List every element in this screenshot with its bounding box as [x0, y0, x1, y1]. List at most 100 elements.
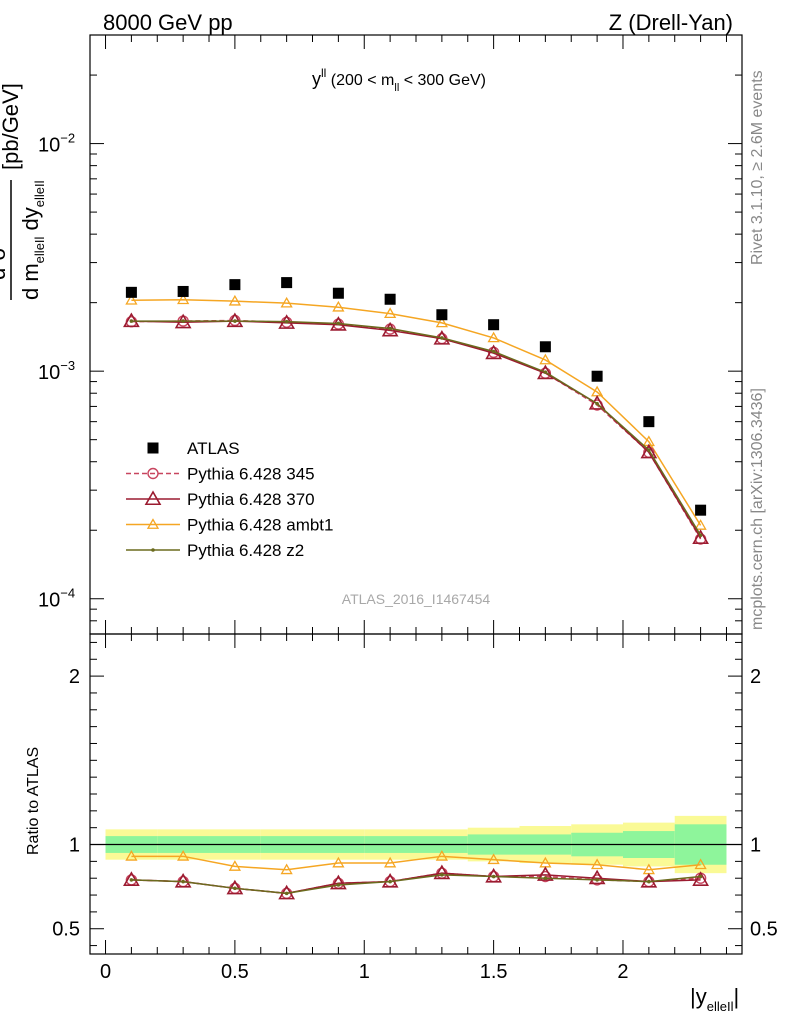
- legend-item-pythia-370: Pythia 6.428 370: [126, 490, 315, 509]
- ratio-pythia-370-point: [174, 872, 192, 888]
- pythia-ambt1-point: [280, 296, 293, 308]
- y-tick-label: 10−4: [38, 586, 75, 612]
- atlas-point: [281, 277, 293, 289]
- series-pythia-z2: [129, 319, 703, 538]
- ratio-pythia-ambt1-point: [590, 858, 604, 870]
- ratio-pythia-370-point: [692, 871, 709, 886]
- atlas-point: [229, 279, 241, 291]
- pythia-z2-point: [233, 319, 237, 323]
- ratio-pythia-z2-point: [543, 876, 548, 881]
- ylabel-dy: dy: [18, 207, 43, 236]
- y-tick-label: 10−3: [38, 358, 75, 384]
- series-pythia-345: [125, 314, 707, 545]
- atlas-point: [125, 286, 137, 298]
- legend-marker: [147, 442, 159, 454]
- ratio-pythia-z2-point: [336, 883, 341, 887]
- atlas-point: [436, 309, 448, 321]
- ratio-pythia-z2-point: [595, 878, 599, 882]
- pythia-ambt1-point: [332, 300, 345, 312]
- pythia-ambt1-point: [177, 293, 190, 305]
- pythia-ambt1-point: [384, 307, 397, 319]
- ratio-axis-ticks: 0 0.5 1 1.5 2 0.5 0.5 1 1 2 2: [52, 634, 778, 983]
- ratio-pythia-ambt1-point: [435, 850, 448, 861]
- legend-marker: [146, 518, 160, 529]
- pythia-z2-point: [698, 533, 703, 538]
- series-atlas: [125, 277, 707, 516]
- ratio-uncertainty-bands: [90, 815, 742, 874]
- ratio-pythia-z2-point: [440, 873, 444, 877]
- y-tick-label-right: 2: [750, 666, 761, 688]
- x-tick-label: 1.5: [480, 961, 508, 983]
- ratio-pythia-z2-point: [698, 874, 703, 879]
- series-pythia-ambt1: [125, 293, 707, 530]
- ratio-series-pythia-370: [123, 864, 709, 900]
- ratio-pythia-ambt1-point: [280, 863, 293, 875]
- legend-label: ATLAS: [187, 439, 240, 458]
- pythia-ambt1-point: [539, 353, 552, 365]
- ratio-pythia-z2-point: [129, 878, 134, 882]
- ratio-pythia-z2-point: [233, 886, 237, 891]
- pythia-z2-point: [129, 319, 134, 323]
- main-ylabel: d melleIl dyelleIl d²σ [pb/GeV]: [0, 83, 47, 300]
- ratio-pythia-ambt1-point: [487, 853, 500, 865]
- ratio-pythia-370-point: [485, 867, 502, 883]
- ratio-pythia-370-point: [123, 871, 140, 886]
- x-tick-label: 0: [100, 961, 111, 983]
- ratio-pythia-345-line: [131, 872, 701, 895]
- pythia-370-point: [123, 312, 140, 328]
- atlas-point: [384, 293, 396, 305]
- y-tick-label: 0.5: [52, 919, 80, 941]
- pythia-ambt1-line: [131, 298, 702, 526]
- ylabel-denominator: d m: [18, 263, 43, 300]
- rivet-label: Rivet 3.1.10, ≥ 2.6M events: [749, 70, 766, 265]
- legend-label: Pythia 6.428 345: [187, 465, 315, 484]
- legend-label: Pythia 6.428 ambt1: [187, 516, 333, 535]
- pythia-z2-point: [595, 401, 599, 406]
- ratio-pythia-370-point: [536, 866, 554, 881]
- header-right: Z (Drell-Yan): [609, 10, 733, 35]
- y-tick-label: 10−2: [38, 131, 75, 157]
- y-tick-label-right: 1: [750, 835, 761, 857]
- pythia-z2-point: [491, 349, 496, 354]
- pythia-ambt1-point: [694, 519, 707, 530]
- pythia-ambt1-point: [228, 294, 242, 306]
- legend-item-pythia-345: Pythia 6.428 345: [126, 465, 315, 484]
- main-panel: 10−4 10−3 10−2 yll (200 < mll < 300 GeV) A…: [38, 34, 743, 635]
- analysis-watermark: ATLAS_2016_I1467454: [342, 591, 491, 607]
- xlabel: |yelleIl|: [690, 984, 739, 1014]
- pythia-z2-point: [284, 319, 289, 324]
- pythia-z2-line: [131, 320, 702, 536]
- ratio-pythia-z2-point: [284, 891, 289, 896]
- ratio-series-pythia-345: [125, 867, 707, 900]
- ratio-pythia-z2-point: [491, 874, 496, 879]
- mcplots-label: mcplots.cern.ch [arXiv:1306.3436]: [749, 388, 766, 630]
- pythia-ambt1-point: [435, 316, 448, 328]
- ratio-pythia-370-point: [330, 874, 347, 890]
- pythia-z2-point: [440, 336, 444, 340]
- ratio-pythia-ambt1-point: [332, 856, 345, 868]
- pythia-370-point: [226, 312, 244, 328]
- pythia-z2-point: [336, 321, 341, 326]
- ratio-frame: [89, 633, 743, 955]
- ratio-series-pythia-z2: [129, 873, 703, 896]
- legend-marker: [151, 548, 155, 552]
- ylabel-numerator: d²σ: [0, 246, 10, 280]
- pythia-z2-point: [647, 448, 651, 452]
- legend-label: Pythia 6.428 z2: [187, 541, 304, 560]
- pythia-370-point: [640, 443, 658, 459]
- pythia-370-point: [588, 395, 606, 410]
- ratio-pythia-370-point: [588, 869, 606, 885]
- ratio-pythia-z2-point: [181, 879, 185, 884]
- pythia-370-point: [536, 364, 554, 380]
- ylabel-dy-sub: elleIl: [32, 180, 47, 207]
- pythia-z2-point: [388, 326, 392, 331]
- legend-label: Pythia 6.428 370: [187, 490, 315, 509]
- x-tick-label: 2: [617, 961, 628, 983]
- legend-marker: [144, 490, 162, 506]
- x-tick-label: 1: [359, 961, 370, 983]
- pythia-ambt1-point: [487, 331, 500, 343]
- legend: ATLAS Pythia 6.428 345 Pythia 6.428 370 Pyt…: [126, 439, 333, 560]
- ratio-pythia-ambt1-point: [177, 850, 190, 861]
- plot-title: yll (200 < mll < 300 GeV): [312, 66, 486, 94]
